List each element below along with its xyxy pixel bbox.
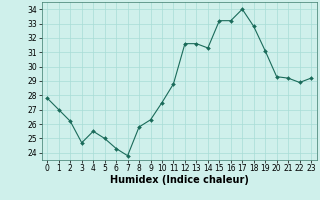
X-axis label: Humidex (Indice chaleur): Humidex (Indice chaleur) [110,175,249,185]
